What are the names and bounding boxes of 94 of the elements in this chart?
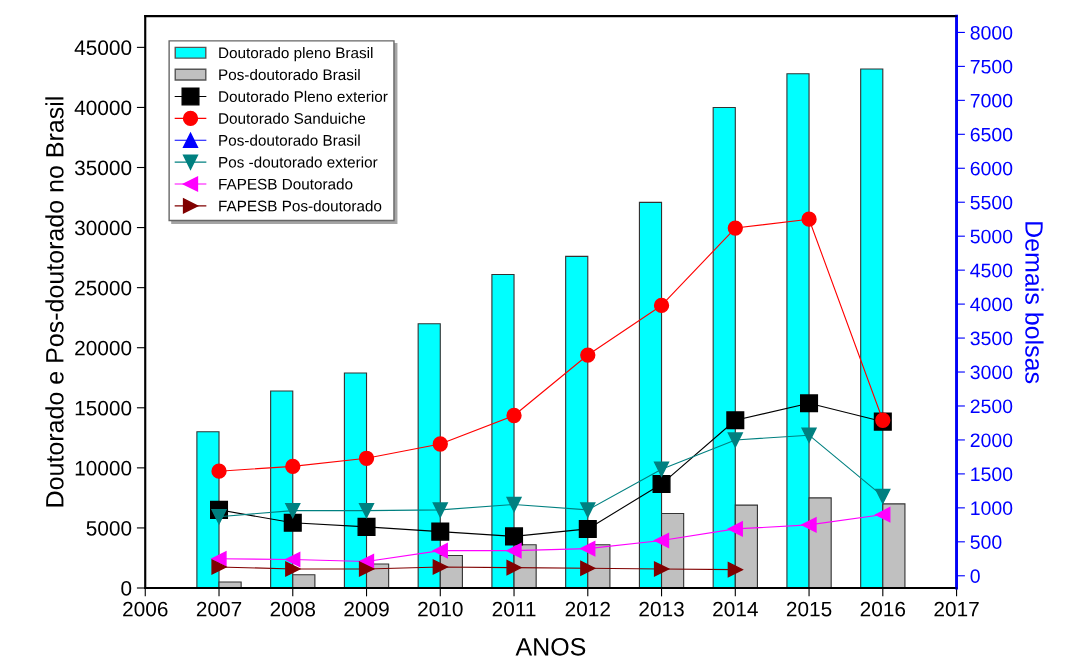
point	[801, 427, 817, 443]
point	[505, 527, 524, 546]
y2-tick-label: 0	[970, 569, 980, 584]
y2-tick-label: 5500	[970, 195, 1013, 210]
point	[358, 502, 375, 519]
x-tick-label: 2011	[492, 601, 536, 617]
y2-tick-label: 5000	[970, 229, 1013, 244]
y-tick-label: 5000	[86, 520, 132, 536]
y-tick-label: 15000	[75, 400, 132, 416]
point	[358, 561, 375, 577]
y2-tick-label: 1000	[971, 501, 1013, 516]
y2-tick-label: 4000	[970, 297, 1013, 312]
point	[875, 507, 891, 523]
x-tick-label: 2012	[565, 601, 610, 617]
point	[727, 562, 743, 578]
point	[211, 551, 227, 567]
x-tick-label: 2016	[860, 601, 906, 617]
legend-label: Doutorado pleno Brasil	[219, 47, 373, 62]
y-tick-label: 20000	[75, 340, 132, 356]
y2-tick-label: 500	[970, 535, 1002, 550]
x-tick-label: 2008	[270, 601, 316, 617]
point	[727, 220, 743, 236]
point	[432, 502, 448, 518]
legend-label: Pos-doutorado Brasil	[219, 68, 360, 81]
point	[727, 432, 743, 448]
point	[506, 496, 522, 513]
legend-label: Pos -doutorado exterior	[219, 156, 378, 168]
point	[431, 522, 450, 541]
y2-tick-label: 2000	[970, 433, 1013, 448]
y-tick-label: 25000	[75, 280, 132, 296]
point	[726, 411, 745, 430]
x-tick-label: 2007	[196, 601, 242, 617]
y-tick-label: 0	[121, 581, 132, 596]
y2-tick-label: 7500	[970, 59, 1013, 74]
legend-label: Pos-doutorado Brasil	[219, 134, 360, 146]
point	[285, 551, 301, 568]
x-tick-label: 2013	[639, 601, 684, 617]
y-tick-label: 40000	[74, 100, 132, 116]
point	[211, 559, 227, 575]
y-tick-label: 45000	[74, 40, 132, 56]
point	[801, 517, 817, 533]
y2-tick-label: 7000	[970, 93, 1013, 108]
x-tick-label: 2017	[934, 601, 979, 617]
y-tick-label: 35000	[74, 160, 132, 176]
point	[580, 347, 596, 363]
x-tick-label: 2006	[123, 601, 168, 617]
y2-tick-label: 8000	[970, 25, 1013, 40]
point	[580, 540, 596, 557]
point	[506, 407, 522, 424]
point	[506, 559, 522, 576]
y-axis-title: Doutorado e Pos-doutorado no Brasil	[45, 97, 64, 507]
point	[727, 521, 743, 537]
y-tick-label: 10000	[75, 460, 132, 476]
point	[211, 463, 227, 479]
y2-tick-label: 3000	[970, 365, 1013, 380]
point	[580, 502, 596, 518]
point	[653, 461, 670, 477]
x-tick-label: 2009	[344, 601, 389, 617]
x-tick-label: 2015	[786, 601, 832, 617]
point	[580, 560, 596, 576]
x-tick-label: 2014	[713, 601, 758, 617]
point	[285, 458, 301, 475]
point	[653, 532, 670, 549]
point	[800, 394, 819, 413]
point	[432, 559, 448, 575]
legend-label: Doutorado Sanduiche	[219, 112, 366, 124]
point	[283, 513, 302, 532]
point	[653, 561, 670, 577]
y2-tick-label: 4500	[970, 263, 1013, 278]
point	[653, 297, 670, 314]
point	[357, 517, 376, 536]
point	[875, 488, 891, 504]
y2-tick-label: 1500	[971, 467, 1013, 482]
legend-label: Doutorado Pleno exterior	[219, 90, 388, 103]
y2-axis-title: Demais bolsas	[1025, 222, 1044, 384]
legend-label: FAPESB Doutorado	[219, 178, 353, 190]
y-tick-label: 30000	[74, 220, 132, 236]
point	[211, 509, 227, 525]
x-axis-title: ANOS	[515, 637, 586, 656]
point	[285, 561, 301, 577]
point	[652, 475, 671, 494]
point	[801, 211, 817, 227]
y2-tick-label: 3500	[970, 331, 1013, 346]
point	[578, 519, 597, 538]
point	[432, 436, 448, 452]
point	[358, 450, 375, 466]
y2-tick-label: 2500	[970, 399, 1013, 414]
y2-tick-label: 6000	[970, 161, 1013, 176]
point	[432, 543, 448, 559]
x-tick-label: 2010	[418, 601, 463, 617]
y2-tick-label: 6500	[970, 127, 1013, 142]
point	[285, 502, 301, 519]
legend-label: FAPESB Pos-doutorado	[219, 200, 382, 212]
point	[506, 543, 522, 559]
